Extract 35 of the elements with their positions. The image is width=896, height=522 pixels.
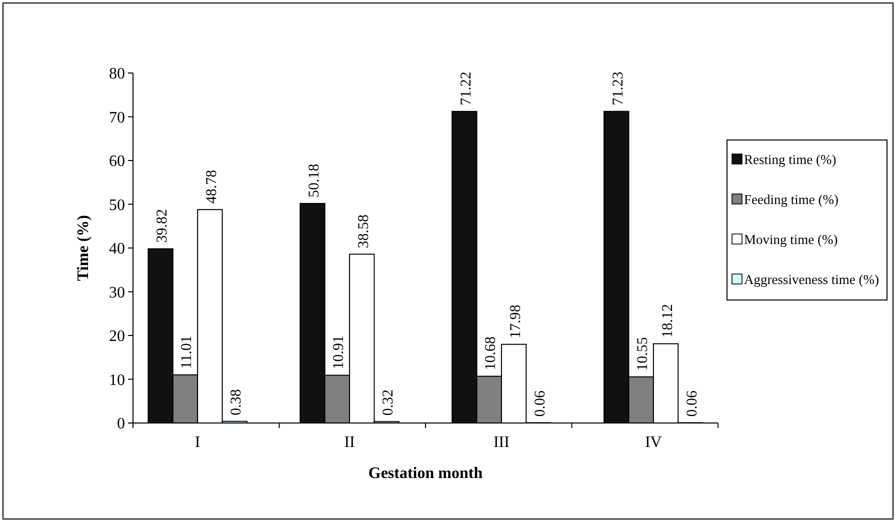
data-label: 0.32 xyxy=(380,389,397,416)
x-tick-label: IV xyxy=(644,434,662,451)
data-label: 0.06 xyxy=(684,390,700,417)
y-axis-title: Time (%) xyxy=(75,215,92,281)
legend-label: Resting time (%) xyxy=(744,152,836,167)
data-label: 17.98 xyxy=(508,304,524,338)
data-label: 10.68 xyxy=(483,336,500,370)
y-tick-label: 40 xyxy=(109,240,125,258)
data-label: 71.23 xyxy=(610,72,626,106)
y-tick-label: 50 xyxy=(109,196,125,214)
data-label: 10.91 xyxy=(331,336,348,370)
x-tick-label: II xyxy=(344,434,355,451)
y-tick-label: 80 xyxy=(109,66,125,83)
y-tick-label: 10 xyxy=(109,372,125,389)
y-tick-label: 20 xyxy=(109,328,125,346)
x-tick-label: III xyxy=(493,434,510,451)
y-tick-label: 70 xyxy=(109,109,125,126)
data-label: 0.38 xyxy=(228,389,245,416)
y-tick-label: 0 xyxy=(117,416,125,433)
x-axis-title: Gestation month xyxy=(368,465,483,482)
data-label: 48.78 xyxy=(204,170,220,204)
data-label: 11.01 xyxy=(179,336,196,369)
y-tick-label: 30 xyxy=(109,284,125,302)
data-label: 38.58 xyxy=(356,214,372,248)
legend-label: Aggressiveness time (%) xyxy=(744,272,879,287)
x-tick-label: I xyxy=(194,434,200,451)
y-tick-label: 60 xyxy=(109,153,125,170)
legend-label: Feeding time (%) xyxy=(744,192,838,207)
data-label: 39.82 xyxy=(154,209,171,243)
data-label: 10.55 xyxy=(635,337,652,371)
data-label: 50.18 xyxy=(306,164,322,198)
data-label: 0.06 xyxy=(532,390,549,417)
legend-label: Moving time (%) xyxy=(744,232,838,247)
data-label: 18.12 xyxy=(660,304,676,338)
data-label: 71.22 xyxy=(458,72,474,106)
